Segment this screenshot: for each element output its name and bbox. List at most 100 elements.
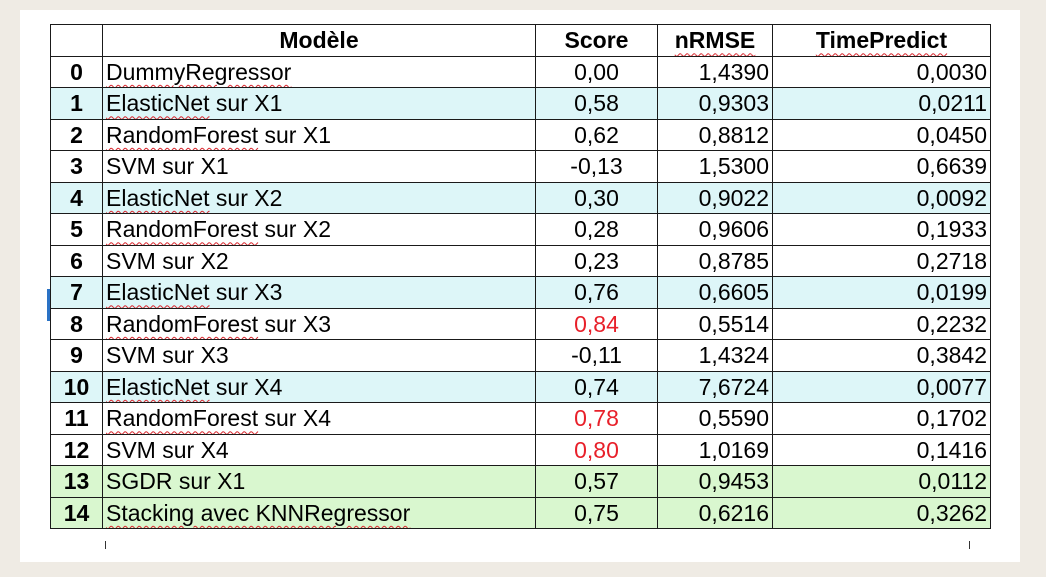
model-name-rest: sur X3 [209,279,283,306]
cell-nrmse[interactable]: 0,5514 [657,307,773,340]
cell-nrmse[interactable]: 0,9606 [657,213,773,246]
cell-nrmse[interactable]: 0,8785 [657,244,773,277]
cell-nrmse[interactable]: 0,6605 [657,276,773,309]
table-row: 13 SGDR sur X1 0,57 0,9453 0,0112 [50,465,991,498]
row-index[interactable]: 2 [50,118,103,151]
cell-timepredict[interactable]: 0,0199 [772,276,991,309]
row-index[interactable]: 3 [50,150,103,183]
cell-timepredict[interactable]: 0,0450 [772,118,991,151]
cell-timepredict[interactable]: 0,1933 [772,213,991,246]
model-name-first-word: RandomForest [106,216,259,243]
header-nrmse[interactable]: nRMSE [657,24,773,57]
row-index[interactable]: 7 [50,276,103,309]
cell-model[interactable]: SVM sur X3 [102,339,536,372]
row-index[interactable]: 9 [50,339,103,372]
table-row: 7 ElasticNet sur X3 0,76 0,6605 0,0199 [50,276,991,309]
table-row: 4 ElasticNet sur X2 0,30 0,9022 0,0092 [50,181,991,214]
cell-timepredict[interactable]: 0,0211 [772,87,991,120]
spreadsheet-area: Modèle Score nRMSE TimePredict 0 DummyRe… [20,10,1020,562]
table-row: 0 DummyRegressor 0,00 1,4390 0,0030 [50,55,991,88]
cell-model[interactable]: RandomForest sur X1 [102,118,536,151]
cell-model[interactable]: ElasticNet sur X3 [102,276,536,309]
cell-score-highlighted[interactable]: 0,80 [535,433,658,466]
column-divider-tick [105,541,106,549]
row-index[interactable]: 0 [50,55,103,88]
cell-model[interactable]: RandomForest sur X2 [102,213,536,246]
cell-model[interactable]: ElasticNet sur X4 [102,370,536,403]
header-nrmse-label: nRMSE [674,27,756,54]
cell-timepredict[interactable]: 0,3262 [772,496,991,529]
header-model[interactable]: Modèle [102,24,536,57]
row-index[interactable]: 10 [50,370,103,403]
row-index[interactable]: 1 [50,87,103,120]
row-index[interactable]: 14 [50,496,103,529]
cell-score[interactable]: 0,75 [535,496,658,529]
row-index[interactable]: 13 [50,465,103,498]
model-name-rest: sur X3 [258,310,332,337]
row-index[interactable]: 6 [50,244,103,277]
cell-nrmse[interactable]: 7,6724 [657,370,773,403]
cell-model[interactable]: DummyRegressor [102,55,536,88]
cell-model[interactable]: SVM sur X2 [102,244,536,277]
row-index[interactable]: 12 [50,433,103,466]
cell-timepredict[interactable]: 0,0077 [772,370,991,403]
row-index[interactable]: 5 [50,213,103,246]
cell-score[interactable]: -0,13 [535,150,658,183]
results-table: Modèle Score nRMSE TimePredict 0 DummyRe… [50,24,991,529]
model-name-first-word: RandomForest [106,405,259,432]
table-row: 3 SVM sur X1 -0,13 1,5300 0,6639 [50,150,991,183]
cell-nrmse[interactable]: 0,6216 [657,496,773,529]
row-index[interactable]: 4 [50,181,103,214]
cell-timepredict[interactable]: 0,2718 [772,244,991,277]
cell-timepredict[interactable]: 0,1416 [772,433,991,466]
cell-timepredict[interactable]: 0,0030 [772,55,991,88]
cell-timepredict[interactable]: 0,2232 [772,307,991,340]
table-row: 10 ElasticNet sur X4 0,74 7,6724 0,0077 [50,370,991,403]
header-timepredict[interactable]: TimePredict [772,24,991,57]
cell-score[interactable]: 0,58 [535,87,658,120]
cell-score[interactable]: 0,57 [535,465,658,498]
cell-model[interactable]: SGDR sur X1 [102,465,536,498]
cell-model[interactable]: SVM sur X1 [102,150,536,183]
cell-nrmse[interactable]: 1,4390 [657,55,773,88]
cell-timepredict[interactable]: 0,1702 [772,402,991,435]
table-row: 1 ElasticNet sur X1 0,58 0,9303 0,0211 [50,87,991,120]
cell-nrmse[interactable]: 0,9022 [657,181,773,214]
cell-score[interactable]: 0,74 [535,370,658,403]
header-score[interactable]: Score [535,24,658,57]
cell-nrmse[interactable]: 0,8812 [657,118,773,151]
cell-score-highlighted[interactable]: 0,78 [535,402,658,435]
cell-score-highlighted[interactable]: 0,84 [535,307,658,340]
cell-model[interactable]: SVM sur X4 [102,433,536,466]
cell-timepredict[interactable]: 0,3842 [772,339,991,372]
table-row: 9 SVM sur X3 -0,11 1,4324 0,3842 [50,339,991,372]
cell-score[interactable]: 0,00 [535,55,658,88]
cell-score[interactable]: -0,11 [535,339,658,372]
cell-nrmse[interactable]: 1,0169 [657,433,773,466]
cell-score[interactable]: 0,30 [535,181,658,214]
cell-timepredict[interactable]: 0,6639 [772,150,991,183]
cell-model[interactable]: ElasticNet sur X2 [102,181,536,214]
model-name-rest: sur X1 [258,121,332,148]
row-index[interactable]: 8 [50,307,103,340]
cell-model[interactable]: RandomForest sur X3 [102,307,536,340]
cell-model[interactable]: Stacking avec KNNRegressor [102,496,536,529]
cell-nrmse[interactable]: 0,9453 [657,465,773,498]
cell-model[interactable]: RandomForest sur X4 [102,402,536,435]
header-index[interactable] [50,24,103,57]
cell-nrmse[interactable]: 0,9303 [657,87,773,120]
cell-score[interactable]: 0,23 [535,244,658,277]
model-name-first-word: RandomForest [106,310,259,337]
cell-timepredict[interactable]: 0,0112 [772,465,991,498]
cell-timepredict[interactable]: 0,0092 [772,181,991,214]
model-name-rest: sur X4 [209,373,283,400]
cell-nrmse[interactable]: 1,4324 [657,339,773,372]
cell-score[interactable]: 0,62 [535,118,658,151]
cell-score[interactable]: 0,28 [535,213,658,246]
header-timepredict-label: TimePredict [815,27,948,54]
row-index[interactable]: 11 [50,402,103,435]
cell-nrmse[interactable]: 1,5300 [657,150,773,183]
cell-score[interactable]: 0,76 [535,276,658,309]
cell-model[interactable]: ElasticNet sur X1 [102,87,536,120]
cell-nrmse[interactable]: 0,5590 [657,402,773,435]
